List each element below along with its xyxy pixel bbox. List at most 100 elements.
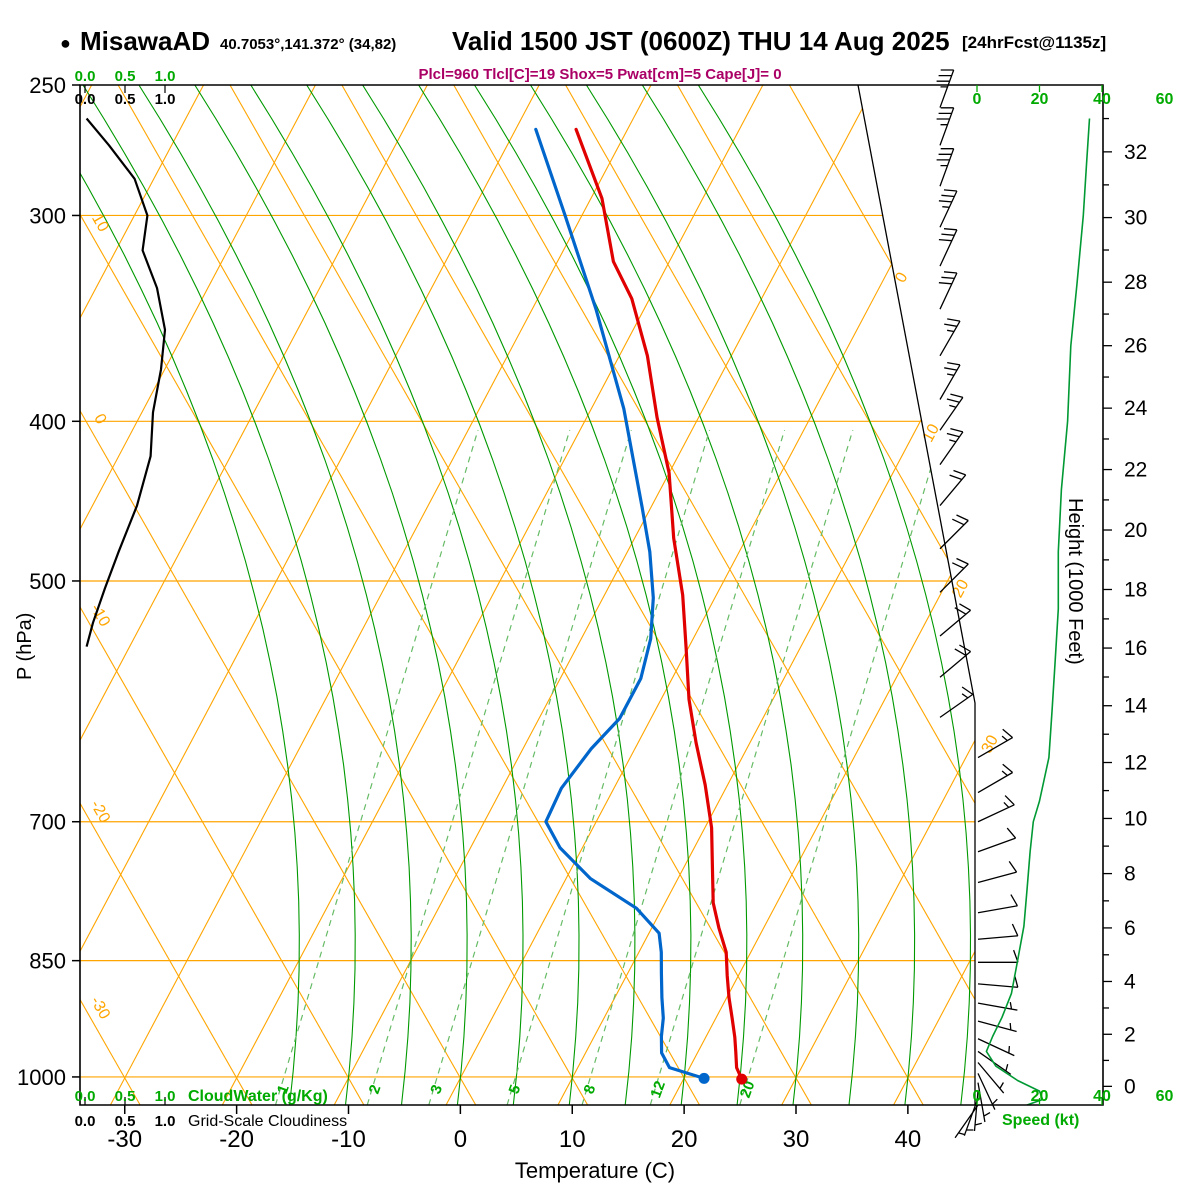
- dry-adiabat-label: 0: [90, 411, 109, 427]
- cloudwater-scale-label-bottom: 1.0: [155, 1088, 176, 1105]
- temperature-tick-label: 20: [671, 1126, 698, 1153]
- cloudiness-scale-label-top: 0.5: [115, 91, 136, 108]
- temperature-axis: -30 -20 -10 0 10 20 30 40: [107, 1105, 921, 1153]
- height-tick-label: 20: [1124, 519, 1147, 542]
- wind-barb: [977, 894, 1018, 914]
- speed-curve: [985, 118, 1091, 1105]
- wind-barb: [939, 427, 964, 466]
- height-tick-label: 26: [1124, 335, 1147, 358]
- height-tick-label: 4: [1124, 970, 1136, 993]
- wind-barb: [939, 361, 961, 400]
- temperature-tick-label: -30: [107, 1126, 142, 1153]
- temperature-tick-label: 30: [783, 1126, 810, 1153]
- wind-barb: [977, 1001, 1018, 1011]
- temperature-tick-label: -20: [219, 1126, 254, 1153]
- cloudiness-scale-label-bottom: 0.5: [115, 1113, 136, 1130]
- height-tick-label: 22: [1124, 459, 1147, 482]
- dry-adiabat-lines: [80, 85, 975, 1105]
- speed-tick-label-top: 20: [1031, 91, 1049, 108]
- wind-barb: [939, 686, 974, 718]
- pressure-tick-label: 850: [29, 949, 66, 974]
- wind-barb: [954, 1104, 979, 1139]
- cloudwater-scale-label-bottom: 0.0: [75, 1088, 96, 1105]
- wind-barb: [977, 827, 1017, 853]
- cloudwater-scale-label-top: 1.0: [155, 68, 176, 85]
- axis-title-pressure: P (hPa): [14, 612, 36, 680]
- height-tick-label: 12: [1124, 752, 1147, 775]
- isotherm-lines: [80, 85, 975, 1105]
- mixing-ratio-label: 3: [427, 1083, 446, 1097]
- speed-tick-label-top: 0: [973, 91, 982, 108]
- wind-barbs: [936, 69, 1019, 1139]
- pressure-tick-label: 500: [29, 569, 66, 594]
- moist-adiabat-lines: [80, 85, 972, 1105]
- legend-speed: Speed (kt): [1002, 1112, 1080, 1129]
- profile-curves: [85, 117, 748, 1085]
- wind-barb: [977, 795, 1015, 823]
- speed-tick-label-bottom: 20: [1031, 1088, 1049, 1105]
- height-tick-label: 30: [1124, 207, 1147, 230]
- wind-barb: [938, 228, 958, 267]
- speed-tick-label-bottom: 40: [1093, 1088, 1111, 1105]
- wind-barb: [977, 728, 1014, 759]
- wind-barb: [936, 69, 955, 108]
- wind-barb: [936, 107, 955, 146]
- surface-dewpoint-dot: [698, 1072, 710, 1084]
- wind-barb: [938, 189, 958, 228]
- temperature-tick-label: -10: [331, 1126, 366, 1153]
- wind-barb: [939, 557, 969, 593]
- wind-barb: [977, 949, 1019, 963]
- station-bullet: ●: [60, 33, 71, 53]
- chart-frame: [79, 84, 1104, 1106]
- pressure-tick-label: 400: [29, 409, 66, 434]
- wind-barb: [973, 1091, 982, 1132]
- height-tick-label: 8: [1124, 863, 1136, 886]
- wind-barb: [938, 271, 958, 310]
- height-tick-label: 18: [1124, 578, 1147, 601]
- mixing-ratio-label: 12: [647, 1079, 669, 1100]
- cloudiness-scale-label-top: 0.0: [75, 91, 96, 108]
- height-tick-label: 10: [1124, 807, 1147, 830]
- height-tick-label: 14: [1124, 695, 1148, 718]
- station-name: MisawaAD: [80, 26, 211, 56]
- legend-cloudwater: CloudWater (g/Kg): [188, 1088, 328, 1105]
- temperature-tick-label: 0: [454, 1126, 467, 1153]
- pressure-tick-label: 700: [29, 810, 66, 835]
- wind-barb: [939, 318, 961, 357]
- wind-barb: [977, 1038, 1015, 1057]
- wind-barb: [977, 1062, 1005, 1094]
- forecast-tag: [24hrFcst@1135z]: [962, 33, 1107, 52]
- height-tick-label: 28: [1124, 271, 1147, 294]
- isotherm-label: 30: [979, 732, 1002, 756]
- wind-barb: [977, 923, 1019, 940]
- station-coords: 40.7053°,141.372° (34,82): [220, 36, 397, 53]
- height-tick-label: 32: [1124, 141, 1147, 164]
- wind-barb: [939, 393, 964, 431]
- cloudiness-scale-label-bottom: 0.0: [75, 1113, 96, 1130]
- axis-title-temperature: Temperature (C): [514, 1158, 676, 1183]
- isotherm-label: 10: [920, 421, 943, 445]
- cloud-scales: 0.0 0.0 0.0 0.0 0.5 0.5 0.5 0.5 1.0 1.0 1.0 1.0: [75, 68, 176, 1130]
- speed-panel: [985, 118, 1091, 1105]
- temperature-curve: [574, 127, 744, 1081]
- legend-gridscale: Grid-Scale Cloudiness: [188, 1113, 348, 1130]
- pressure-tick-label: 300: [29, 203, 66, 228]
- wind-barb: [977, 861, 1018, 884]
- wind-barb: [939, 469, 967, 506]
- temperature-tick-label: 40: [895, 1126, 922, 1153]
- wind-barb: [977, 763, 1014, 794]
- cloudwater-scale-label-bottom: 0.5: [115, 1088, 136, 1105]
- cloudiness-curve: [85, 117, 167, 647]
- wind-barb: [977, 974, 1019, 988]
- cloudiness-scale-label-bottom: 1.0: [155, 1113, 176, 1130]
- temperature-tick-label: 10: [559, 1126, 586, 1153]
- cloudwater-scale-label-top: 0.5: [115, 68, 136, 85]
- axis-title-height: Height (1000 Feet): [1064, 498, 1086, 665]
- sounding-params: Plcl=960 Tlcl[C]=19 Shox=5 Pwat[cm]=5 Ca…: [418, 66, 782, 83]
- cloudiness-scale-label-top: 1.0: [155, 91, 176, 108]
- speed-tick-label-top: 40: [1093, 91, 1111, 108]
